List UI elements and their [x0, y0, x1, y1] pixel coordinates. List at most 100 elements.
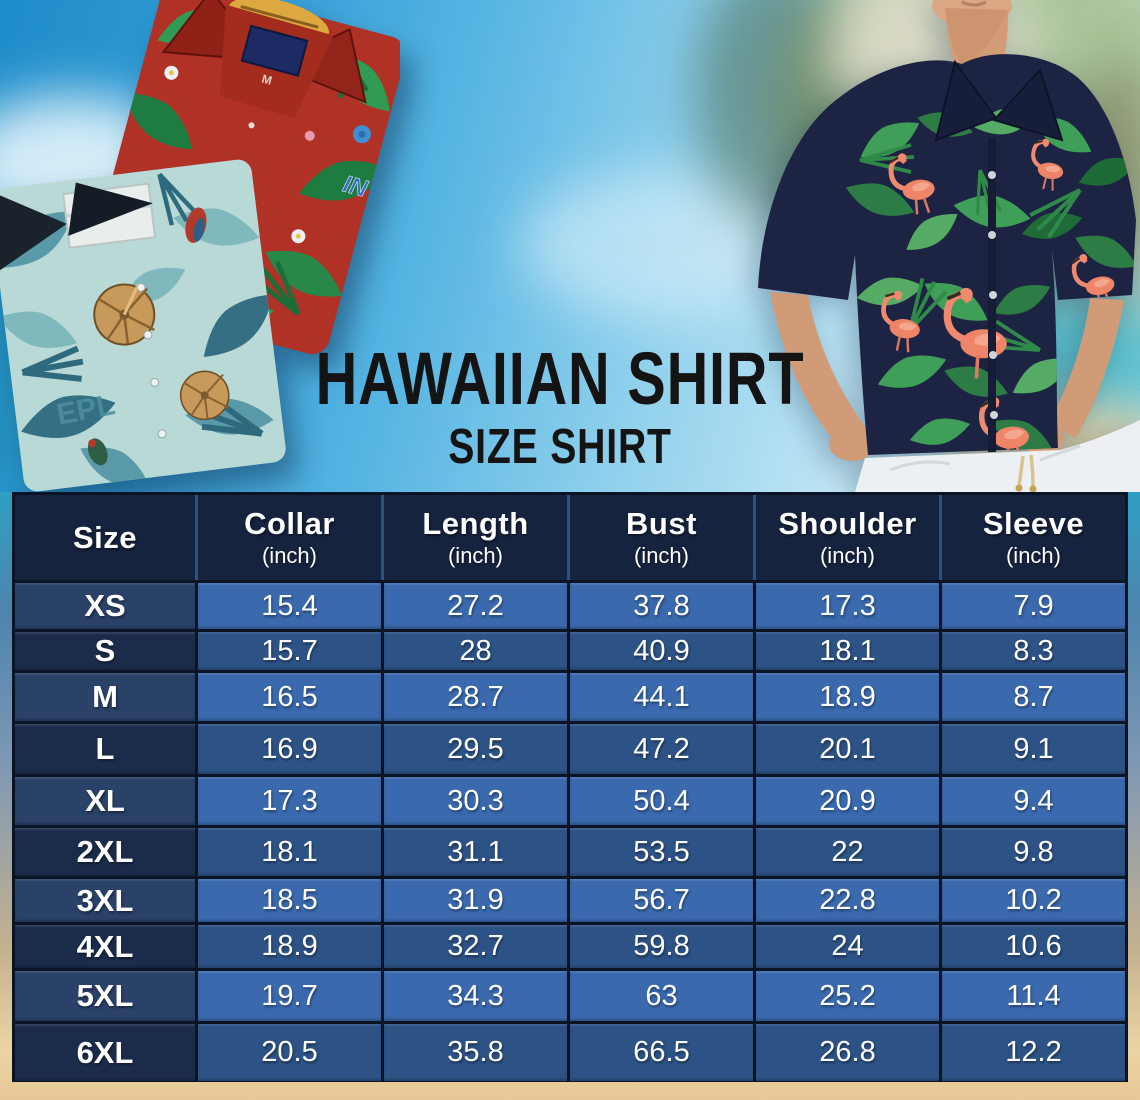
value-cell: 31.1 — [384, 828, 567, 876]
column-header-label: Sleeve — [982, 506, 1085, 541]
drawstring — [1017, 454, 1035, 488]
value-cell: 10.2 — [942, 879, 1125, 922]
button — [136, 282, 167, 439]
value-cell: 27.2 — [384, 583, 567, 629]
column-header-shoulder: Shoulder (inch) — [756, 495, 939, 580]
button — [988, 171, 998, 419]
column-header-bust: Bust (inch) — [570, 495, 753, 580]
parrot — [87, 438, 108, 466]
value-cell: 9.1 — [942, 724, 1125, 774]
column-header-unit: (inch) — [447, 543, 503, 568]
column-header-label: Size — [72, 519, 138, 555]
value-cell: 20.9 — [756, 777, 939, 825]
value-cell: 20.5 — [198, 1024, 381, 1081]
model-image — [758, 0, 1140, 492]
table-row-xs: XS 15.4 27.2 37.8 17.3 7.9 — [15, 583, 1125, 629]
model-shirt-collar — [934, 59, 998, 142]
value-cell: 9.8 — [942, 828, 1125, 876]
value-cell: 22.8 — [756, 879, 939, 922]
value-cell: 25.2 — [756, 971, 939, 1021]
column-header-sleeve: Sleeve (inch) — [942, 495, 1125, 580]
column-header-label: Shoulder — [778, 506, 917, 541]
table-row-xl: XL 17.3 30.3 50.4 20.9 9.4 — [15, 777, 1125, 825]
table-row-3xl: 3XL 18.5 31.9 56.7 22.8 10.2 — [15, 879, 1125, 922]
neck-label — [240, 24, 309, 77]
value-cell: 47.2 — [570, 724, 753, 774]
value-cell: 18.9 — [198, 925, 381, 968]
column-header-length: Length (inch) — [384, 495, 567, 580]
column-header-unit: (inch) — [819, 543, 875, 568]
value-cell: 35.8 — [384, 1024, 567, 1081]
value-cell: 18.9 — [756, 673, 939, 721]
hero-background: M IN — [0, 0, 1140, 515]
table-row-l: L 16.9 29.5 47.2 20.1 9.1 — [15, 724, 1125, 774]
table-row-4xl: 4XL 18.9 32.7 59.8 24 10.6 — [15, 925, 1125, 968]
value-cell: 34.3 — [384, 971, 567, 1021]
table-row-s: S 15.7 28 40.9 18.1 8.3 — [15, 632, 1125, 670]
value-cell: 16.9 — [198, 724, 381, 774]
value-cell: 19.7 — [198, 971, 381, 1021]
value-cell: 59.8 — [570, 925, 753, 968]
column-header-unit: (inch) — [633, 543, 689, 568]
column-header-label: Length — [422, 506, 529, 541]
table-header-row: Size Collar (inch) Length (inch) Bust (inch) Sh… — [15, 495, 1125, 580]
teal-shirt-collar — [0, 190, 67, 273]
page-title: HAWAIIAN SHIRT — [315, 337, 805, 420]
value-cell: 63 — [570, 971, 753, 1021]
hibiscus-flower — [93, 282, 156, 346]
size-tag: M — [260, 72, 273, 88]
column-header-unit: (inch) — [1005, 543, 1061, 568]
teal-shirt: EPL — [0, 159, 286, 493]
column-header-collar: Collar (inch) — [198, 495, 381, 580]
value-cell: 10.6 — [942, 925, 1125, 968]
size-cell: 5XL — [15, 971, 195, 1021]
parrot — [185, 207, 207, 243]
size-table: Size Collar (inch) Length (inch) Bust (inch) Sh… — [12, 492, 1128, 1082]
table-row-6xl: 6XL 20.5 35.8 66.5 26.8 12.2 — [15, 1024, 1125, 1081]
column-header-label: Bust — [626, 506, 697, 541]
value-cell: 18.1 — [756, 632, 939, 670]
table-row-m: M 16.5 28.7 44.1 18.9 8.7 — [15, 673, 1125, 721]
value-cell: 30.3 — [384, 777, 567, 825]
value-cell: 18.1 — [198, 828, 381, 876]
value-cell: 18.5 — [198, 879, 381, 922]
value-cell: 32.7 — [384, 925, 567, 968]
page-subtitle: SIZE SHIRT — [448, 420, 672, 474]
size-cell: L — [15, 724, 195, 774]
title-block: HAWAIIAN SHIRT SIZE SHIRT — [230, 342, 890, 472]
model-shirt-collar — [992, 68, 1064, 142]
value-cell: 50.4 — [570, 777, 753, 825]
folded-shirts-image: M IN — [0, 0, 400, 493]
table-row-5xl: 5XL 19.7 34.3 63 25.2 11.4 — [15, 971, 1125, 1021]
size-cell: XS — [15, 583, 195, 629]
value-cell: 29.5 — [384, 724, 567, 774]
value-cell: 28 — [384, 632, 567, 670]
value-cell: 15.4 — [198, 583, 381, 629]
value-cell: 17.3 — [198, 777, 381, 825]
value-cell: 22 — [756, 828, 939, 876]
size-cell: 2XL — [15, 828, 195, 876]
value-cell: 53.5 — [570, 828, 753, 876]
value-cell: 16.5 — [198, 673, 381, 721]
teal-shirt-collar — [68, 182, 153, 236]
value-cell: 66.5 — [570, 1024, 753, 1081]
model-shirt — [758, 54, 1136, 455]
size-cell: S — [15, 632, 195, 670]
hibiscus-flower — [179, 370, 230, 421]
table-row-2xl: 2XL 18.1 31.1 53.5 22 9.8 — [15, 828, 1125, 876]
table-body: XS 15.4 27.2 37.8 17.3 7.9 S 15.7 28 40.9 18.1 8.3 M… — [15, 583, 1125, 1081]
value-cell: 12.2 — [942, 1024, 1125, 1081]
value-cell: 15.7 — [198, 632, 381, 670]
value-cell: 24 — [756, 925, 939, 968]
value-cell: 56.7 — [570, 879, 753, 922]
size-cell: 6XL — [15, 1024, 195, 1081]
column-header-unit: (inch) — [261, 543, 317, 568]
value-cell: 31.9 — [384, 879, 567, 922]
value-cell: 37.8 — [570, 583, 753, 629]
size-cell: XL — [15, 777, 195, 825]
value-cell: 9.4 — [942, 777, 1125, 825]
column-header-size: Size — [15, 495, 195, 580]
value-cell: 7.9 — [942, 583, 1125, 629]
value-cell: 28.7 — [384, 673, 567, 721]
